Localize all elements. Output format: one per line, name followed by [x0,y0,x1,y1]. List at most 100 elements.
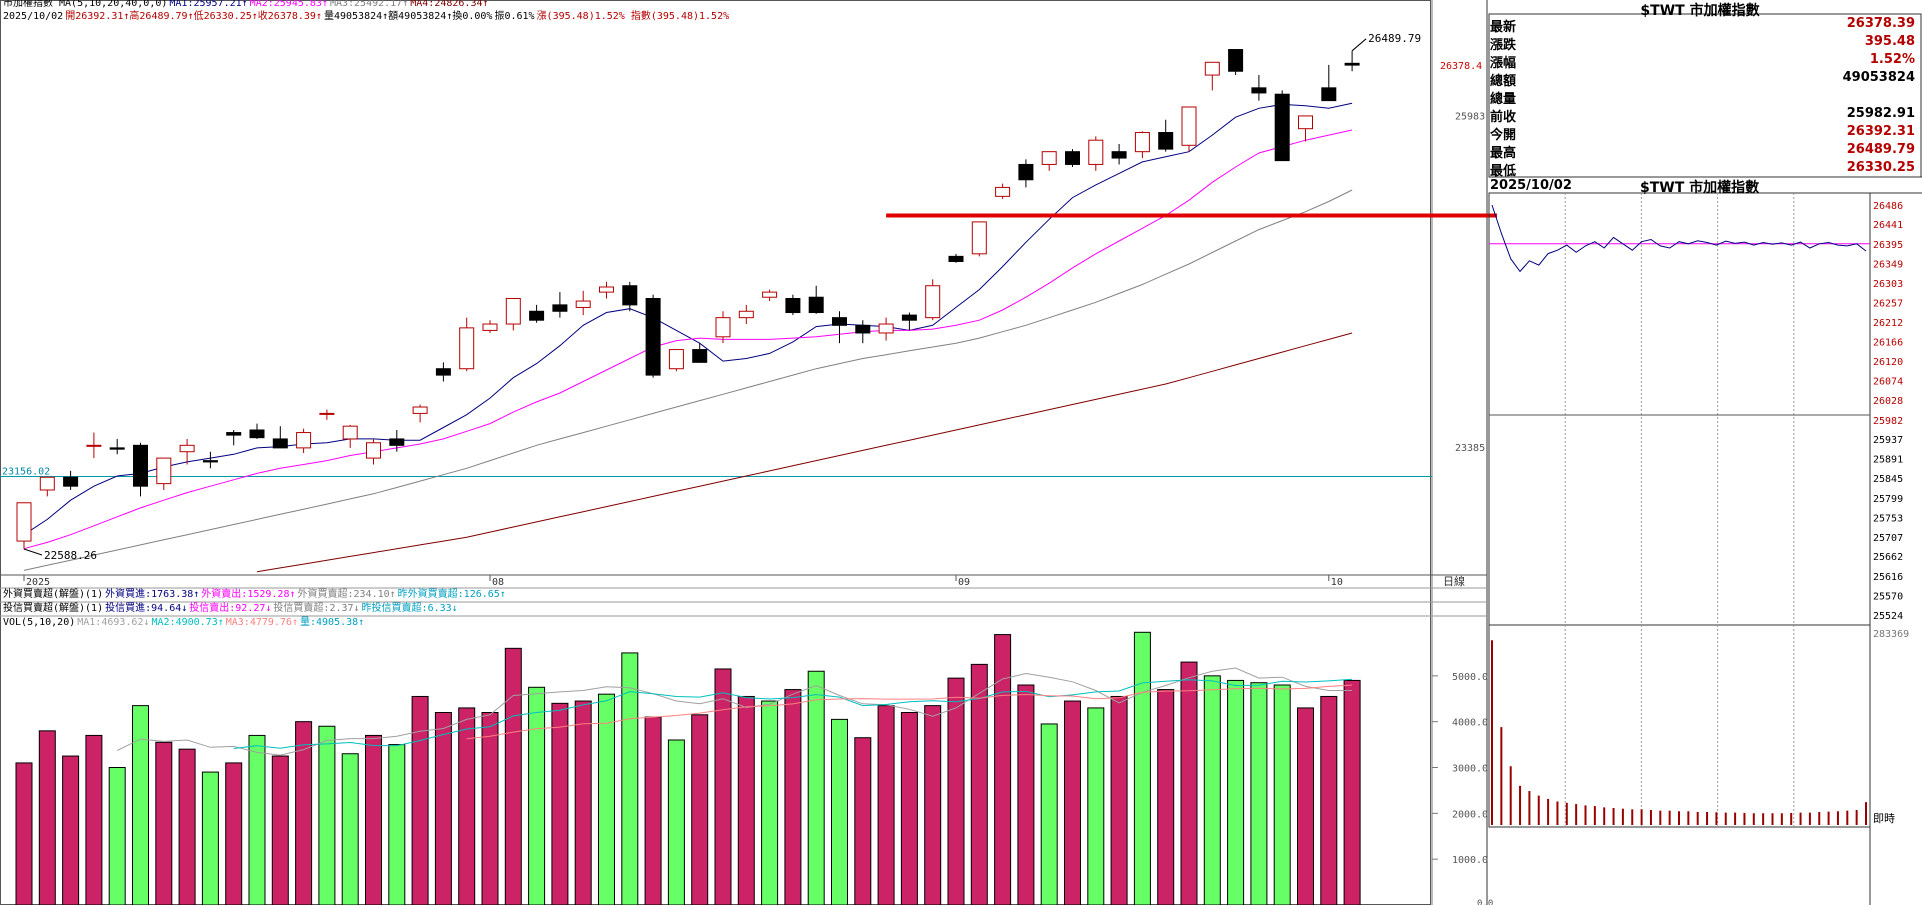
foreign-legend-item-2: 外資賣出:1529.28↑ [201,589,296,600]
volume-bar [644,716,662,905]
volume-bar [667,739,685,905]
candle-body [1134,132,1150,153]
price-axis-tick: 25983 [1455,112,1485,123]
volume-bar [411,695,429,905]
candle-body [1228,49,1244,72]
candle-body [1018,163,1034,181]
ohlc-item-3: 振0.61% [494,11,535,22]
candle-body [39,476,55,491]
candle-body [1344,62,1360,66]
volume-axis-tick: 2000.0 [1452,809,1488,820]
quote-value: 1.52% [1869,52,1915,67]
ma-line-ma2 [23,129,1353,550]
volume-bar [1064,700,1081,905]
quote-value: 49053824 [1842,70,1915,85]
volume-bar [1017,684,1035,905]
candle-body [948,255,964,262]
candle-body [482,323,498,331]
ma-legend-item-4: MA4:24826.34↑ [410,0,489,9]
candle-body [272,438,288,449]
volume-bar [85,734,103,905]
volume-bar [691,714,709,905]
last-price-label: 26378.4 [1440,61,1482,72]
candle-body [668,349,684,370]
volume-ma-line [466,684,1353,740]
candle-body [785,298,801,314]
ohlc-item-0: 2025/10/02 [3,11,64,22]
volume-bar [947,677,965,905]
candle-body [459,327,475,370]
volume-bar [1157,689,1175,905]
ma-legend-item-0: 市加權指數 MA(5,10,20,40,0,0) [3,0,168,9]
candle-body [692,349,708,363]
date-label: 2025 [26,577,50,588]
volume-bar [248,734,266,905]
volume-ma-line [233,678,1353,749]
candle-body [1111,151,1127,159]
candle-body [599,286,614,293]
trust-legend-item-2: 投信賣出:92.27↓ [189,603,272,614]
candle-body [249,429,265,439]
volume-bar [807,670,825,905]
intraday-price-tick: 25662 [1873,552,1903,563]
volume-bar [225,762,243,905]
candle-body [86,444,102,447]
ma-legend-item-3: MA3:25492.17↑ [329,0,409,9]
volume-bar [434,712,452,905]
low-marker-line [23,548,43,556]
investment-trust-legend: 投信買賣超(解盤)(1) 投信買進:94.64↓ 投信賣出:92.27↓ 投信買賣超:… [3,602,460,615]
volume-axis-tick: 5000.0 [1452,672,1488,683]
ohlc-item-1: 開26392.31↑高26489.79↑低26330.25↑收26378.39↑ [65,11,322,22]
volume-bar [1180,661,1198,905]
volume-bar [1040,723,1058,905]
intraday-price-tick: 25707 [1873,533,1903,544]
volume-bar [271,755,289,905]
candle-body [296,432,312,449]
intraday-volume-frame [1488,624,1871,828]
intraday-price-tick: 25982 [1873,416,1903,427]
volume-bar [737,695,755,905]
intraday-price-frame [1488,192,1871,626]
intraday-price-tick: 26441 [1873,220,1903,231]
candle-body [995,186,1011,197]
candle-body [226,432,242,436]
quote-row: 漲跌 395.48 [1490,34,1915,53]
ohlc-item-4: 漲(395.48)1.52% 指數(395.48)1.52% [536,11,730,22]
volume-bar [38,730,56,905]
ohlc-summary: 2025/10/02 開26392.31↑高26489.79↑低26330.25↑… [3,10,731,23]
date-axis-unit: 日線 [1443,574,1465,588]
volume-bar [574,700,592,905]
quote-row: 漲幅 1.52% [1490,52,1915,71]
quote-row: 前收 25982.91 [1490,106,1915,125]
quote-row: 最高 26489.79 [1490,142,1915,161]
ma-legend-item-2: MA2:25945.83↑ [249,0,328,9]
volume-bar [318,725,336,905]
volume-bar [598,693,615,905]
quote-label: 前收 [1490,110,1517,125]
ma-legend: 市加權指數 MA(5,10,20,40,0,0) MA1:25957.21↑ MA2… [3,0,491,10]
candle-body [1321,87,1337,102]
quote-value: 395.48 [1864,34,1915,49]
candle-body [808,296,824,314]
volume-bar [388,744,406,905]
candle-body [645,298,661,376]
intraday-price-tick: 25799 [1873,494,1903,505]
volume-bar [178,748,196,905]
intraday-price-tick: 26028 [1873,396,1903,407]
volume-bar [621,652,639,905]
intraday-price-tick: 26120 [1873,357,1903,368]
volume-axis-zero: 0.0 [1477,899,1493,905]
volume-bar [1273,684,1291,905]
volume-bar [1203,675,1221,905]
candle-body [63,476,79,487]
vol-legend-item-3: MA3:4779.76↑ [225,617,298,628]
intraday-price-tick: 26349 [1873,259,1903,270]
quote-row: 總額 49053824 [1490,70,1915,89]
volume-bar [551,702,569,905]
volume-bar [1320,695,1338,905]
vol-legend-item-2: MA2:4900.73↑ [151,617,224,628]
foreign-legend-item-1: 外資買進:1763.38↑ [105,589,200,600]
volume-bar [900,712,918,905]
volume-axis-tick: 1000.0 [1452,855,1488,866]
candle-body [16,502,32,542]
